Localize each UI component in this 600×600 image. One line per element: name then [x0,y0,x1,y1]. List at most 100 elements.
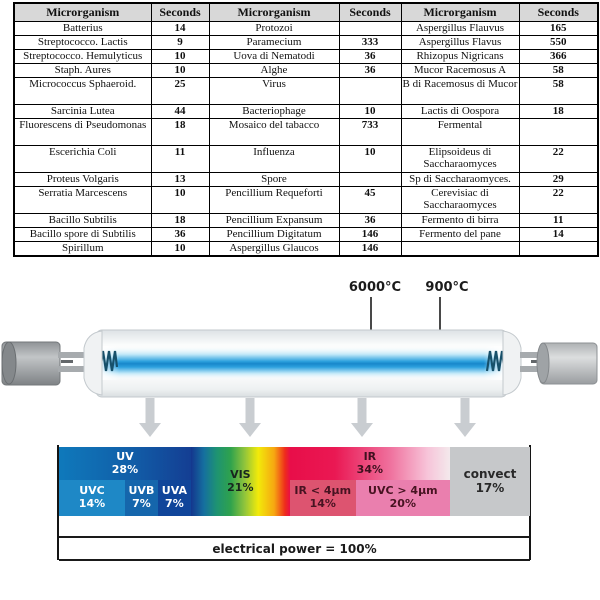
seconds-cell: 733 [338,118,402,146]
table-row: Spirillum 10 Aspergillus Glaucos 146 [13,241,599,257]
seconds-cell: 366 [518,49,599,64]
convect-pct: 17% [475,480,505,495]
seconds-cell: 36 [338,49,402,64]
table-row: Serratia Marcescens 10 Pencillium Requefor… [13,186,599,214]
microorganism-cell: Bacillo spore di Subtilis [13,227,152,242]
microorganism-cell: Alghe [208,63,340,78]
ir-total-cell: IR 34% [289,447,450,480]
lamp-right-electrode-coil [485,350,506,372]
microorganism-cell: Proteus Volgaris [13,172,152,187]
microorganism-cell: Lactis di Oospora [400,104,520,119]
table-row: Bacillo spore di Subtilis 36 Pencillium Di… [13,227,599,242]
seconds-cell: 22 [518,186,599,214]
lamp-left-electrode-coil [98,350,119,372]
uvc-gt-4um-cell: UVC > 4μm 20% [355,480,450,516]
arc-temperature-label: 6000°C [349,280,401,295]
lamp-left-cap-end [1,341,17,385]
microorganism-cell: Sp di Saccharaomyces. [400,172,520,187]
uv-subcells: UVC 14% UVB 7% UVA 7% [59,480,191,516]
microorganism-cell: Bacteriophage [208,104,340,119]
microorganism-cell: Micrococcus Sphaeroid. [13,77,152,105]
electrical-power-bar: electrical power = 100% [59,536,530,561]
ir-subcells: IR < 4μm 14% UVC > 4μm 20% [289,480,450,516]
vis-pct: 21% [227,480,254,494]
uv-region: UV 28% UVC 14% UVB 7% UVA 7% [59,447,191,516]
table-row: Proteus Volgaris 13 Spore Sp di Saccharaomy… [13,172,599,187]
seconds-cell: 36 [338,63,402,78]
microorganism-cell: Batterius [13,21,152,36]
seconds-cell: 18 [518,104,599,119]
seconds-cell [518,241,599,257]
table-body: Batterius 14 Protozoi Aspergillus Flauvus 16… [13,21,599,257]
seconds-header: Seconds [338,2,402,22]
seconds-cell: 22 [518,145,599,173]
microorganism-exposure-table: Microrganism Seconds Microrganism Seconds Mi… [13,2,599,257]
microorganism-cell: Mucor Racemosus A [400,63,520,78]
microorganism-cell: B di Racemosus di Mucor [400,77,520,105]
seconds-cell: 45 [338,186,402,214]
microorganism-cell: Aspergillus Flauvus [400,21,520,36]
uvc-pct: 14% [78,497,106,510]
emission-arrows [139,398,476,437]
uvc-gt-4um-label: UVC > 4μm [368,484,438,498]
uvb-label: UVB [128,484,155,498]
seconds-cell: 18 [150,118,210,146]
microorganism-header: Microrganism [13,2,152,22]
microorganism-cell: Serratia Marcescens [13,186,152,214]
ir-pct: 34% [356,462,384,476]
table-row: Streptococco. Hemulyticus 10 Uova di Nemat… [13,49,599,64]
microorganism-cell: Uova di Nematodi [208,49,340,64]
table-row: Escerichia Coli 11 Influenza 10 Elipsoideus … [13,145,599,173]
microorganism-cell: Fluorescens di Pseudomonas [13,118,152,146]
convect-label: convect [463,466,517,481]
microorganism-header: Microrganism [400,2,520,22]
uvb-pct: 7% [132,497,151,510]
seconds-cell: 10 [338,104,402,119]
seconds-cell: 165 [518,21,599,36]
table-row: Staph. Aures 10 Alghe 36 Mucor Racemosus A 58 [13,63,599,78]
table-row: Sarcinia Lutea 44 Bacteriophage 10 Lactis di… [13,104,599,119]
seconds-cell: 146 [338,241,402,257]
chart-left-edge-line [57,445,59,560]
ir-lt-4um-label: IR < 4μm [294,484,352,498]
lamp-right-cap-ring [536,342,550,384]
uv-lamp-diagram: 6000°C 900°C [1,280,598,437]
seconds-cell [518,118,599,146]
convect-cell: convect 17% [449,447,530,516]
seconds-cell: 10 [338,145,402,173]
uv-label: UV [116,449,134,463]
seconds-cell: 14 [518,227,599,242]
seconds-cell: 9 [150,35,210,50]
seconds-cell: 11 [150,145,210,173]
seconds-cell: 36 [150,227,210,242]
down-arrow-icon [454,398,476,437]
microorganism-cell: Elipsoideus di Saccharaomyces [400,145,520,173]
uva-cell: UVA 7% [157,480,191,516]
seconds-cell: 10 [150,49,210,64]
seconds-cell: 58 [518,77,599,105]
microorganism-cell: Streptococco. Hemulyticus [13,49,152,64]
uvc-gt-4um-pct: 20% [389,497,416,510]
microorganism-cell: Staph. Aures [13,63,152,78]
microorganism-cell: Virus [208,77,340,105]
seconds-cell: 10 [150,241,210,257]
table-row: Batterius 14 Protozoi Aspergillus Flauvus 16… [13,21,599,36]
uvb-cell: UVB 7% [124,480,158,516]
ir-lt-4um-cell: IR < 4μm 14% [289,480,356,516]
lamp-left-flare [83,330,103,396]
seconds-cell: 550 [518,35,599,50]
electrical-power-label: electrical power = 100% [212,541,377,556]
uva-label: UVA [161,484,187,498]
microorganism-cell: Rhizopus Nigricans [400,49,520,64]
vis-cell: VIS 21% [190,447,290,516]
uv-total-cell: UV 28% [59,447,191,480]
seconds-cell: 14 [150,21,210,36]
microorganism-cell: Protozoi [208,21,340,36]
table-row: Fluorescens di Pseudomonas 18 Mosaico del … [13,118,599,146]
microorganism-cell: Pencillium Digitatum [208,227,340,242]
seconds-cell [338,21,402,36]
table-row: Streptococco. Lactis 9 Paramecium 333 Asperg… [13,35,599,50]
microorganism-cell: Spore [208,172,340,187]
microorganism-cell: Aspergillus Flavus [400,35,520,50]
